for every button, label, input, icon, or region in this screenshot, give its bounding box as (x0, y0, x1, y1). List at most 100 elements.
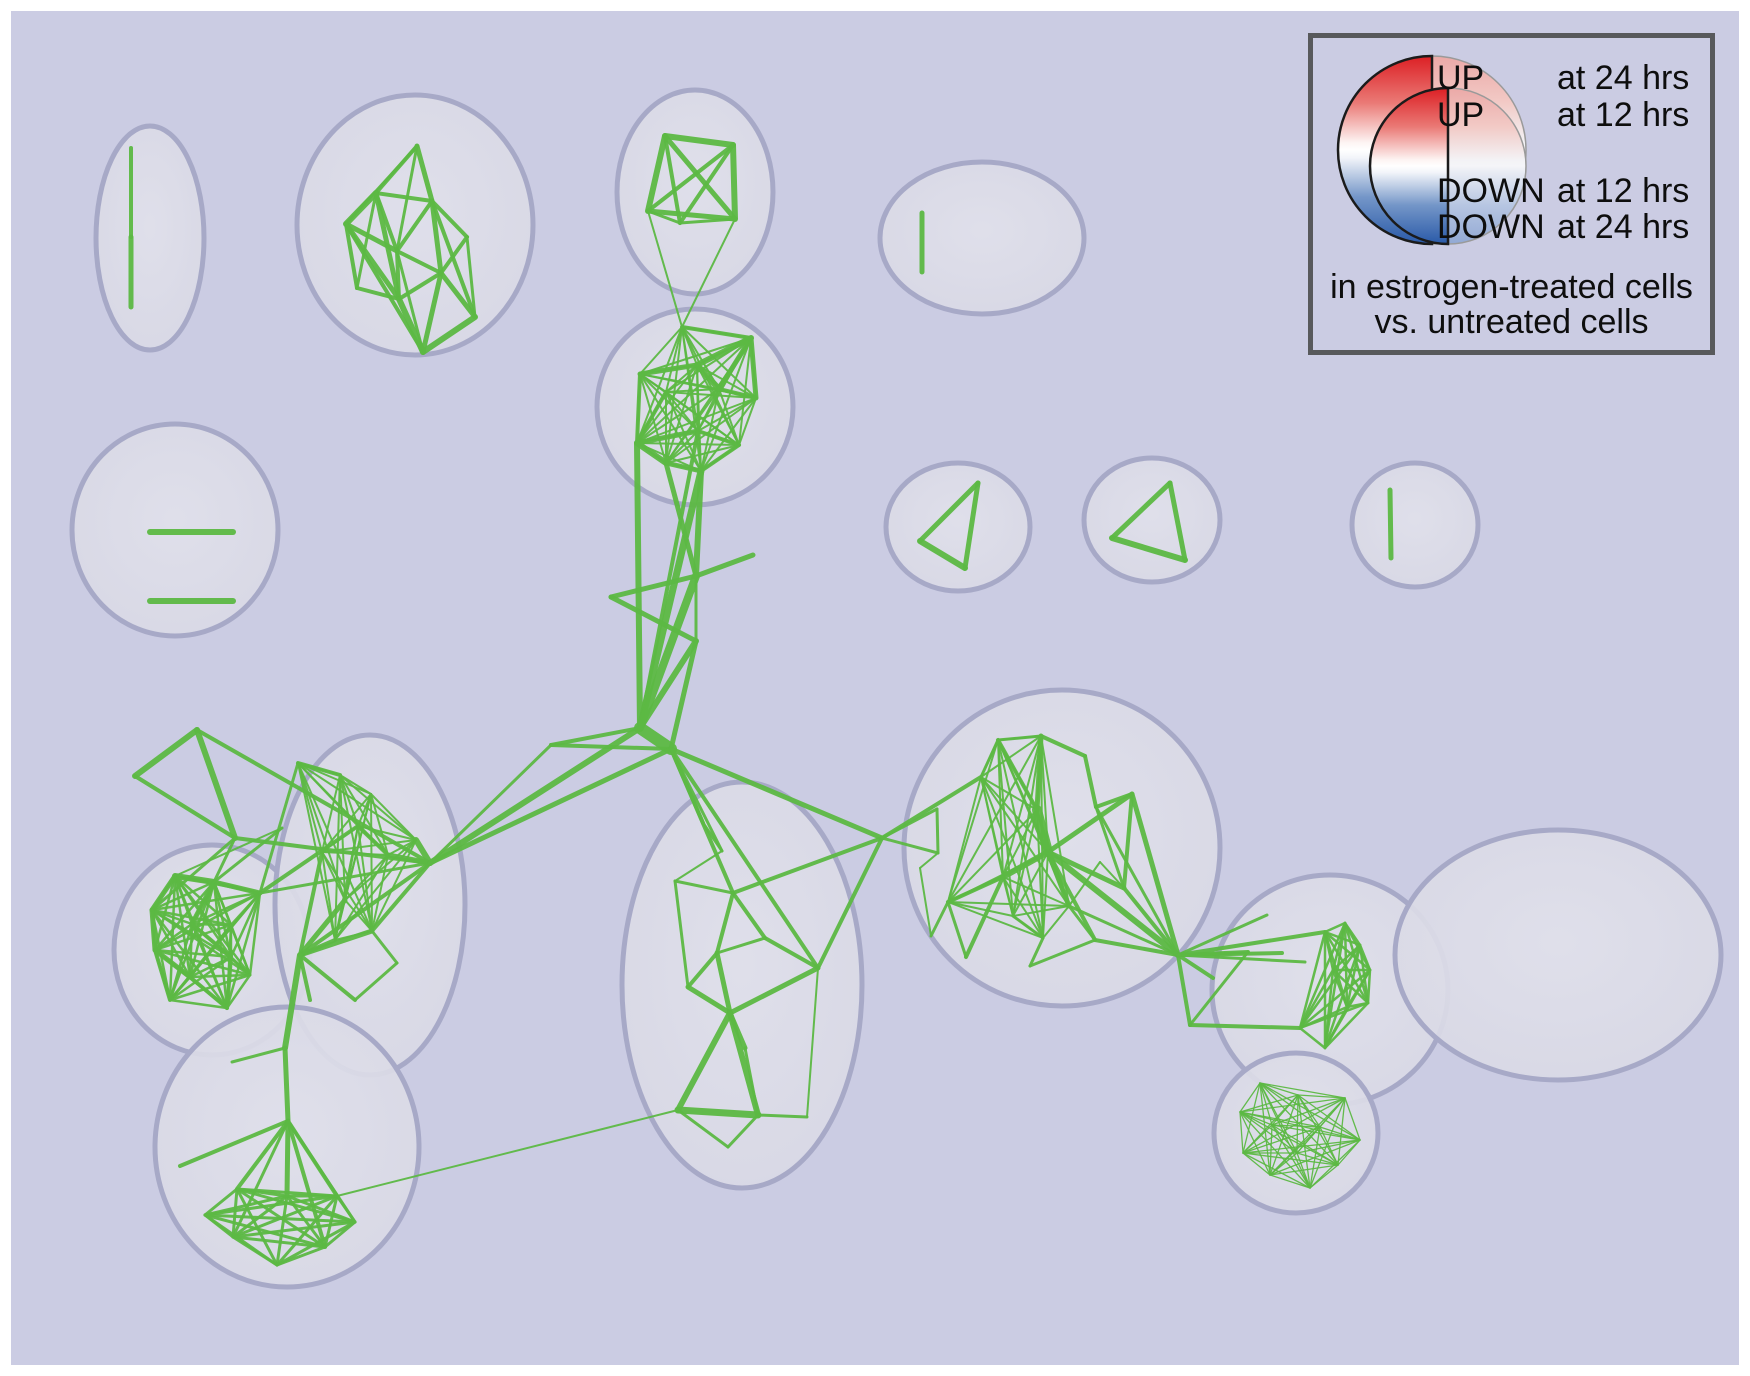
network-edge (344, 222, 359, 290)
legend-note-line2: vs. untreated cells (1374, 303, 1649, 341)
network-edge (231, 1187, 239, 1239)
network-edge (947, 735, 1042, 903)
network-edge (439, 235, 469, 275)
network-edge (694, 362, 722, 392)
network-edge (1094, 805, 1126, 890)
network-edge (1239, 1111, 1244, 1154)
network-edge (1002, 876, 1070, 907)
network-edge (964, 875, 1005, 959)
network-edge (1067, 904, 1180, 957)
network-edge (258, 761, 300, 895)
updown-legend-glyph (1336, 54, 1527, 246)
network-edge (1298, 968, 1372, 1030)
network-edge (1002, 809, 1038, 878)
network-edge (231, 1220, 357, 1239)
network-edge (880, 807, 939, 840)
network-edge (947, 809, 1038, 903)
network-edge (979, 738, 1000, 779)
network-edge (674, 850, 723, 882)
network-edge (675, 1010, 733, 1113)
network-edge (355, 191, 378, 290)
network-edge (635, 372, 642, 445)
network-edge (693, 552, 756, 579)
network-edge (258, 824, 360, 895)
network-edge (1366, 968, 1372, 1005)
network-edge (880, 836, 940, 855)
network-edge (212, 880, 229, 1010)
network-edge (1269, 1152, 1298, 1176)
network-edge (396, 296, 426, 355)
network-edge (678, 217, 737, 225)
network-edge (1323, 968, 1335, 1050)
network-edge (1129, 791, 1181, 958)
network-edge (1012, 735, 1042, 917)
legend-box: UP at 24 hrs UP at 12 hrs DOWN at 12 hrs DO… (1308, 33, 1715, 355)
network-edge (1042, 905, 1070, 939)
network-edge (669, 747, 820, 970)
network-edge (189, 879, 217, 927)
network-edge (1032, 805, 1053, 857)
network-edge (727, 965, 821, 1016)
network-edge (429, 198, 444, 276)
module-bubble-mhc-ii-receptor (883, 460, 1033, 594)
network-edge (947, 901, 1044, 939)
network-edge (1271, 1124, 1339, 1166)
module-bubble-microtubule-cytoskeleton (1392, 827, 1724, 1083)
network-edge (1269, 1174, 1311, 1189)
network-edge (1176, 953, 1192, 1027)
network-edge (1109, 480, 1173, 541)
network-edge (1242, 1139, 1361, 1154)
network-edge (681, 326, 757, 399)
network-edge (634, 440, 643, 731)
network-edge (1259, 1082, 1299, 1096)
module-bubble-transcription (619, 779, 865, 1191)
network-edge (1188, 1023, 1302, 1030)
network-edge (371, 854, 389, 932)
network-edge (996, 734, 1043, 742)
network-edge (286, 1119, 357, 1224)
network-edge (203, 1213, 279, 1267)
network-edge (947, 901, 1070, 907)
network-edge (1239, 1097, 1346, 1113)
legend-row-down-12: DOWN at 12 hrs (1437, 171, 1689, 211)
network-edge (1344, 1097, 1361, 1141)
network-edge (1045, 849, 1127, 891)
network-edge (673, 879, 735, 895)
network-edge (1331, 968, 1349, 1009)
network-edge (395, 199, 434, 253)
network-edge (1296, 1152, 1339, 1166)
network-edge (150, 836, 237, 912)
network-edge (172, 873, 217, 885)
network-edge (674, 1106, 762, 1119)
network-edge (1298, 921, 1347, 1030)
network-edge (1239, 1111, 1339, 1166)
network-edge (668, 638, 699, 752)
network-edge (211, 879, 263, 896)
network-edge (150, 880, 216, 912)
network-edge (662, 133, 738, 222)
network-edge (334, 899, 346, 941)
network-edge (1387, 487, 1394, 561)
network-edge (427, 725, 643, 866)
network-edge (816, 836, 884, 970)
network-edge (980, 776, 1070, 907)
network-edge (275, 1194, 339, 1267)
network-edge (669, 747, 735, 895)
network-edge (153, 923, 233, 952)
network-edge (1034, 733, 1044, 813)
network-edge (636, 442, 740, 446)
network-edge (665, 397, 757, 464)
network-edge (962, 480, 981, 571)
network-edge (229, 955, 252, 977)
network-edge (212, 836, 237, 884)
network-edge (188, 975, 229, 1010)
network-edge (275, 1220, 357, 1267)
network-edge (665, 430, 699, 464)
legend-row-down-24: DOWN at 24 hrs (1437, 207, 1689, 247)
network-edge (297, 762, 373, 932)
network-edge (397, 271, 443, 301)
network-edge (231, 1119, 290, 1239)
network-edge (229, 923, 252, 977)
network-edge (1046, 850, 1097, 942)
